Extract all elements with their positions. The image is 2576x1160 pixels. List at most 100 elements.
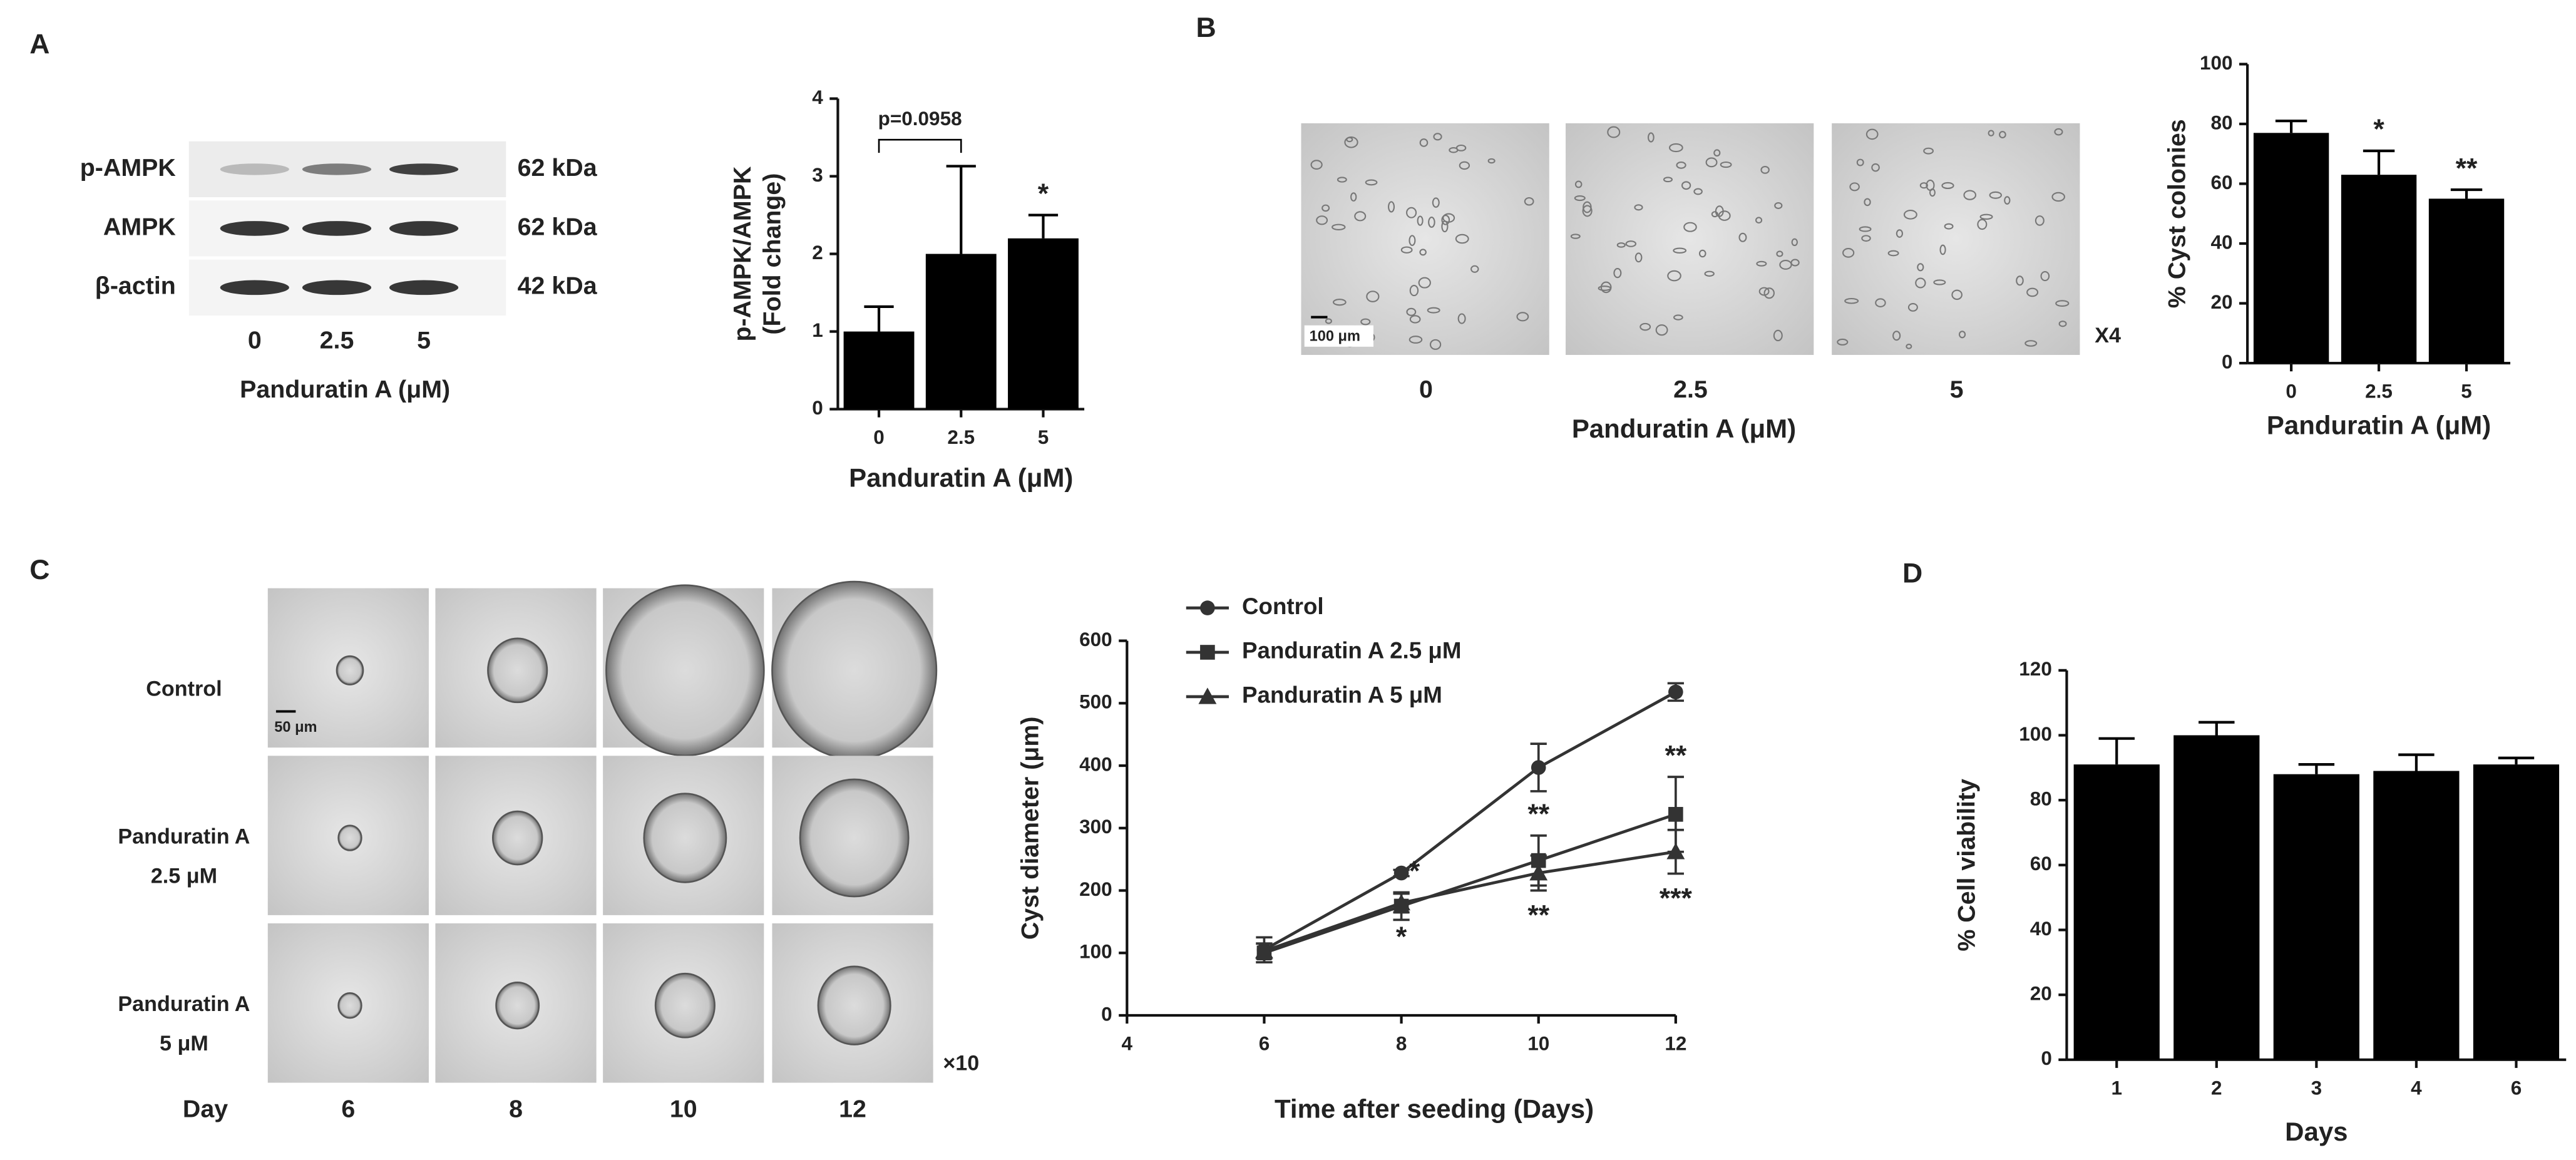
- colony: [1516, 312, 1529, 322]
- colony: [2035, 215, 2045, 226]
- bar: [2373, 771, 2460, 1060]
- magnification: X4: [2095, 324, 2121, 347]
- colony: [1963, 190, 1977, 200]
- x-tick-label: 1: [2111, 1076, 2122, 1099]
- colony: [1400, 246, 1413, 254]
- colony: [1457, 313, 1466, 324]
- blot-lane-label: 0: [248, 326, 262, 354]
- colony: [1427, 307, 1440, 314]
- x-tick-label: 0: [2286, 380, 2297, 403]
- y-tick-label: 4: [812, 86, 823, 108]
- x-axis-label: Days: [2285, 1117, 2348, 1146]
- y-tick-label: 80: [2030, 787, 2052, 809]
- colony: [1907, 302, 1918, 312]
- significance: **: [1527, 900, 1549, 930]
- colony: [1310, 160, 1323, 170]
- colony: [1409, 235, 1416, 246]
- colony: [1958, 331, 1966, 339]
- legend-label: Panduratin A 5 μM: [1242, 682, 1442, 708]
- colony: [1763, 287, 1775, 299]
- colony: [1756, 260, 1767, 267]
- x-tick-label: 2.5: [947, 426, 975, 448]
- scale-label: 100 μm: [1310, 328, 1360, 344]
- x-axis-label: Panduratin A (μM): [849, 463, 1073, 493]
- colony: [1979, 213, 1993, 220]
- legend-marker: [1200, 600, 1215, 615]
- row-label: 2.5 μM: [151, 865, 217, 888]
- colony: [1887, 250, 1899, 257]
- colony: [1859, 226, 1872, 232]
- y-tick-label: 100: [2200, 51, 2233, 74]
- colony: [1419, 249, 1427, 256]
- colony: [1337, 177, 1347, 183]
- colony: [1455, 234, 1469, 244]
- colony: [1441, 214, 1450, 225]
- y-tick-label: 20: [2030, 982, 2052, 1004]
- colony: [1917, 263, 1924, 272]
- colony: [2004, 196, 2011, 205]
- significance: **: [1527, 799, 1549, 829]
- cyst: [605, 584, 765, 757]
- bar: [925, 254, 997, 409]
- colony: [1459, 161, 1470, 170]
- colony: [1582, 205, 1593, 217]
- legend-marker: [1200, 645, 1215, 660]
- x-tick-label: 4: [1122, 1032, 1133, 1055]
- colony: [1365, 179, 1378, 186]
- x-axis-label: Panduratin A (μM): [2267, 411, 2491, 440]
- y-axis-label: p-AMPK/AMPK: [729, 166, 756, 341]
- blot-band: [220, 163, 289, 175]
- marker: [1529, 864, 1548, 881]
- micrograph: [1301, 123, 1549, 355]
- colony: [1442, 213, 1455, 223]
- colony: [1774, 202, 1783, 209]
- bar: [1008, 238, 1079, 409]
- blot-size-label: 62 kDa: [518, 213, 598, 240]
- colony: [1989, 191, 2002, 199]
- significance: *: [1409, 856, 1420, 886]
- blot-band: [302, 163, 372, 175]
- significance: **: [1665, 740, 1686, 771]
- colony: [1773, 329, 1783, 342]
- cyst: [491, 810, 543, 866]
- bar: [2273, 774, 2359, 1060]
- cyst: [487, 637, 548, 704]
- y-tick-label: 20: [2210, 290, 2232, 313]
- series-line: [1263, 813, 1676, 955]
- y-tick-label: 600: [1079, 628, 1112, 650]
- colony: [1844, 297, 1859, 304]
- y-tick-label: 60: [2030, 852, 2052, 875]
- y-tick-label: 120: [2019, 657, 2052, 680]
- blot-band: [302, 221, 372, 236]
- bar: [2428, 198, 2505, 364]
- day-tick-label: 10: [670, 1096, 697, 1123]
- y-tick-label: 0: [812, 396, 823, 419]
- colony: [1837, 338, 1849, 346]
- colony: [2024, 340, 2038, 347]
- y-tick-label: 300: [1079, 815, 1112, 838]
- y-tick-label: 0: [2222, 350, 2233, 372]
- marker: [1255, 942, 1273, 959]
- panel-label: A: [29, 29, 49, 59]
- row-label: Control: [146, 677, 222, 701]
- colony: [1574, 180, 1583, 188]
- y-tick-label: 0: [2041, 1047, 2052, 1069]
- cyst: [771, 580, 938, 760]
- colony: [1933, 279, 1946, 285]
- colony: [1366, 290, 1380, 302]
- colony: [1583, 201, 1592, 213]
- colony: [1673, 314, 1683, 321]
- row-label: 5 μM: [160, 1032, 208, 1055]
- colony: [1738, 232, 1747, 242]
- colony: [1344, 136, 1358, 148]
- y-axis-label: % Cyst colonies: [2163, 119, 2190, 308]
- day-tick-label: 6: [341, 1096, 355, 1123]
- micrograph: [1832, 123, 2080, 355]
- significance: ***: [1660, 883, 1693, 913]
- colony: [1487, 158, 1496, 164]
- cyst: [337, 824, 362, 851]
- x-tick-label: 8: [1396, 1032, 1407, 1055]
- colony: [1429, 339, 1442, 350]
- colony: [1663, 177, 1673, 183]
- colony: [1676, 162, 1686, 169]
